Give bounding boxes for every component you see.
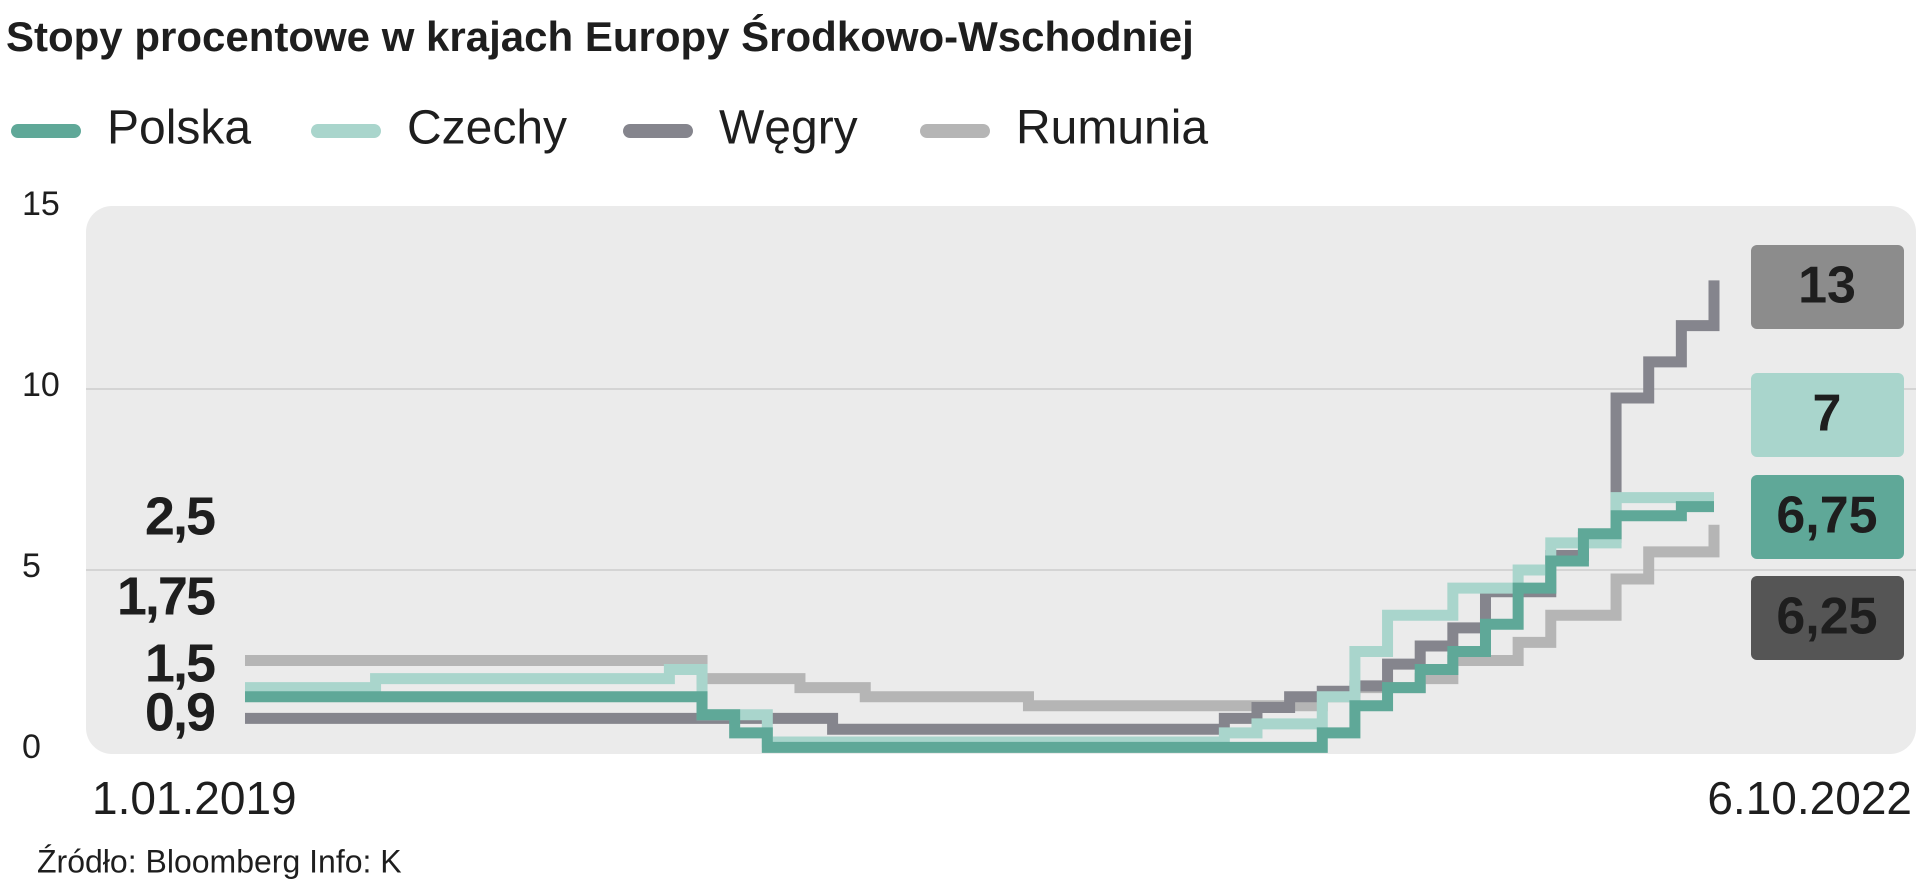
end-label-box bbox=[1751, 373, 1904, 457]
legend-label: Rumunia bbox=[1016, 102, 1208, 155]
end-value-label: 13 bbox=[1798, 257, 1856, 315]
y-tick-label: 15 bbox=[22, 185, 60, 223]
end-label-box bbox=[1751, 576, 1904, 660]
chart-title: Stopy procentowe w krajach Europy Środko… bbox=[6, 12, 1194, 60]
plot-background bbox=[86, 206, 1916, 754]
x-tick-label: 1.01.2019 bbox=[92, 772, 297, 824]
y-tick-label: 5 bbox=[22, 547, 41, 585]
end-label-box bbox=[1751, 475, 1904, 559]
series-line bbox=[245, 501, 1714, 753]
end-label-box bbox=[1751, 245, 1904, 329]
start-value-label: 1,75 bbox=[117, 566, 215, 626]
y-tick-label: 10 bbox=[22, 366, 60, 404]
legend-label: Węgry bbox=[719, 102, 858, 155]
end-value-label: 7 bbox=[1813, 385, 1842, 443]
end-value-label: 6,75 bbox=[1776, 487, 1877, 545]
x-tick-label: 6.10.2022 bbox=[1707, 772, 1912, 824]
start-value-label: 1,5 bbox=[145, 633, 215, 693]
series-line bbox=[245, 524, 1720, 712]
start-value-label: 0,9 bbox=[145, 682, 215, 742]
source: Źródło: Bloomberg Info: K bbox=[37, 843, 402, 879]
start-value-label: 2,5 bbox=[145, 486, 215, 546]
end-value-label: 6,25 bbox=[1776, 588, 1877, 646]
y-tick-label: 0 bbox=[22, 728, 41, 766]
legend-label: Czechy bbox=[407, 102, 567, 155]
legend-label: Polska bbox=[107, 102, 251, 155]
